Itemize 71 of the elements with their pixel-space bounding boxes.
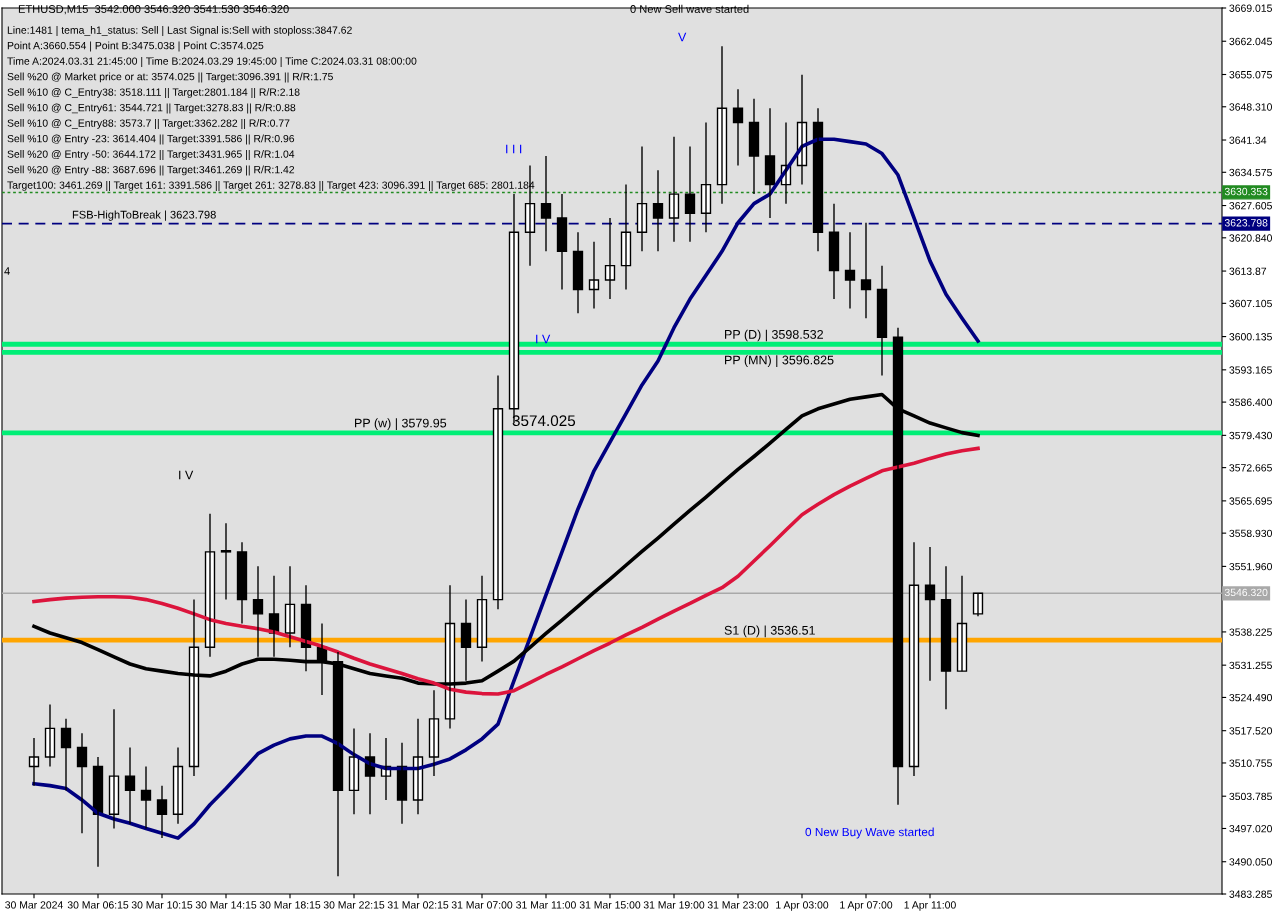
annotation: Sell %20 @ Entry -50: 3644.172 || Target:3431.965 || R/R:1.04 <box>7 150 295 160</box>
chart-title: ETHUSD,M15 3542.000 3546.320 3541.530 3546.320 <box>18 5 289 15</box>
annotation: Sell %10 @ Entry -23: 3614.404 || Target:3391.586 || R/R:0.96 <box>7 134 295 145</box>
y-tick-label: 3634.575 <box>1229 168 1272 177</box>
y-tick-label: 3510.755 <box>1229 759 1272 767</box>
annotation: Line:1481 | tema_h1_status: Sell | Last Signal is:Sell with stoploss:3847.62 <box>7 26 352 36</box>
y-tick-label: 3483.285 <box>1229 890 1272 898</box>
annotation: Time A:2024.03.31 21:45:00 | Time B:2024.03.29 19:45:00 | Time C:2024.03.31 08:00:00 <box>7 57 417 67</box>
y-tick-label: 3524.490 <box>1229 693 1272 702</box>
y-tick-label: 3538.225 <box>1229 628 1272 636</box>
y-tick-label: 3565.695 <box>1229 497 1272 505</box>
ref-line-label: PP (MN) | 3596.825 <box>725 355 834 367</box>
line-series <box>32 446 980 696</box>
y-tick-label: 3627.605 <box>1229 202 1272 210</box>
y-tick-label: 3551.960 <box>1229 562 1272 571</box>
x-tick-label: 30 Mar 22:15 <box>323 901 385 909</box>
annotation: Sell %10 @ C_Entry61: 3544.721 || Target:3278.83 || R/R:0.88 <box>7 103 296 114</box>
ref-line-label: PP (D) | 3598.532 <box>725 329 823 342</box>
ref-line-label: S1 (D) | 3536.51 <box>724 625 815 638</box>
x-tick-label: 1 Apr 03:00 <box>776 901 829 911</box>
y-tick-label: 3517.520 <box>1229 727 1272 735</box>
y-tick-label: 3579.430 <box>1229 431 1272 440</box>
y-tick-label: 3662.045 <box>1229 37 1272 46</box>
y-tick-label: 3572.665 <box>1229 464 1272 472</box>
candlestick <box>220 522 232 601</box>
annotation: 0 New Buy Wave started <box>805 827 934 839</box>
x-tick-label: 31 Mar 19:00 <box>643 901 705 909</box>
text: 3630.353 <box>1224 187 1268 196</box>
x-tick-label: 30 Mar 18:15 <box>259 901 321 909</box>
annotation: 3574.025 <box>512 415 576 427</box>
ref-line-label: FSB-HighToBreak | 3623.798 <box>72 210 216 221</box>
annotation: Sell %20 @ Market price or at: 3574.025 || Target:3096.391 || R/R:1.75 <box>7 72 333 83</box>
y-tick-label: 3503.785 <box>1229 792 1272 801</box>
annotation: Sell %10 @ C_Entry38: 3518.111 || Target:2801.184 || R/R:2.18 <box>7 88 300 98</box>
annotation: I V <box>179 470 194 480</box>
x-tick-label: 31 Mar 11:00 <box>516 901 576 909</box>
y-tick-label: 3593.165 <box>1229 366 1272 374</box>
y-tick-label: 3641.34 <box>1229 136 1267 144</box>
text: 4 <box>4 267 10 275</box>
y-tick-label: 3613.87 <box>1229 267 1267 275</box>
y-tick-label: 3490.050 <box>1229 858 1272 866</box>
y-tick-label: 3586.400 <box>1229 398 1272 406</box>
x-tick-label: 31 Mar 15:00 <box>579 901 641 909</box>
annotation: Sell %10 @ C_Entry88: 3573.7 || Target:3362.282 || R/R:0.77 <box>7 119 290 129</box>
x-tick-label: 30 Mar 06:15 <box>67 901 129 909</box>
annotation: Point A:3660.554 | Point B:3475.038 | Point C:3574.025 <box>7 41 264 52</box>
annotation: Sell %20 @ Entry -88: 3687.696 || Target:3461.269 || R/R:1.42 <box>7 165 295 176</box>
text: 3623.798 <box>1224 219 1268 227</box>
y-tick-label: 3648.310 <box>1229 103 1272 111</box>
x-tick-label: 1 Apr 11:00 <box>904 901 956 911</box>
x-tick-label: 1 Apr 07:00 <box>840 901 893 911</box>
y-tick-label: 3620.840 <box>1229 234 1272 242</box>
annotation: V <box>678 32 687 42</box>
y-tick-label: 3669.015 <box>1229 4 1272 12</box>
x-tick-label: 31 Mar 02:15 <box>387 901 449 909</box>
y-tick-label: 3497.020 <box>1229 824 1272 833</box>
text: 3546.320 <box>1224 588 1268 597</box>
x-tick-label: 30 Mar 2024 <box>5 901 63 909</box>
annotation: 0 New Sell wave started <box>630 4 749 13</box>
x-tick-label: 31 Mar 23:00 <box>707 901 769 909</box>
y-tick-label: 3600.135 <box>1229 333 1272 341</box>
y-tick-label: 3531.255 <box>1229 661 1272 670</box>
y-tick-label: 3558.930 <box>1229 529 1272 538</box>
ref-line-label: PP (w) | 3579.95 <box>355 418 447 431</box>
annotation: I V <box>536 334 551 344</box>
x-tick-label: 30 Mar 10:15 <box>131 901 193 909</box>
x-tick-label: 31 Mar 07:00 <box>451 901 513 909</box>
y-tick-label: 3607.105 <box>1229 299 1272 308</box>
x-tick-label: 30 Mar 14:15 <box>195 901 257 909</box>
y-tick-label: 3655.075 <box>1229 71 1272 79</box>
annotation: I I I <box>506 144 522 154</box>
